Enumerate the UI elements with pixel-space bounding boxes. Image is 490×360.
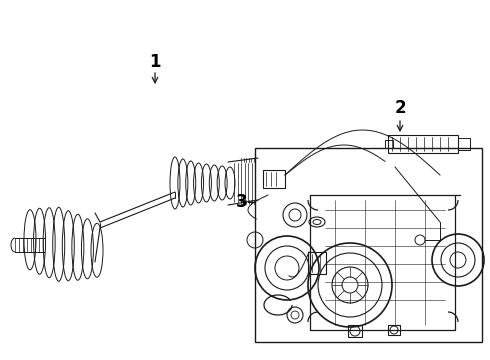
Bar xyxy=(458,138,470,150)
Bar xyxy=(385,140,393,148)
Bar xyxy=(388,135,458,153)
Bar xyxy=(388,325,400,335)
Text: 3: 3 xyxy=(236,193,248,211)
Text: 2: 2 xyxy=(394,99,406,117)
Bar xyxy=(308,252,326,274)
Bar xyxy=(263,170,285,188)
Text: 1: 1 xyxy=(149,53,161,71)
Bar xyxy=(255,148,482,342)
Bar xyxy=(348,325,362,337)
